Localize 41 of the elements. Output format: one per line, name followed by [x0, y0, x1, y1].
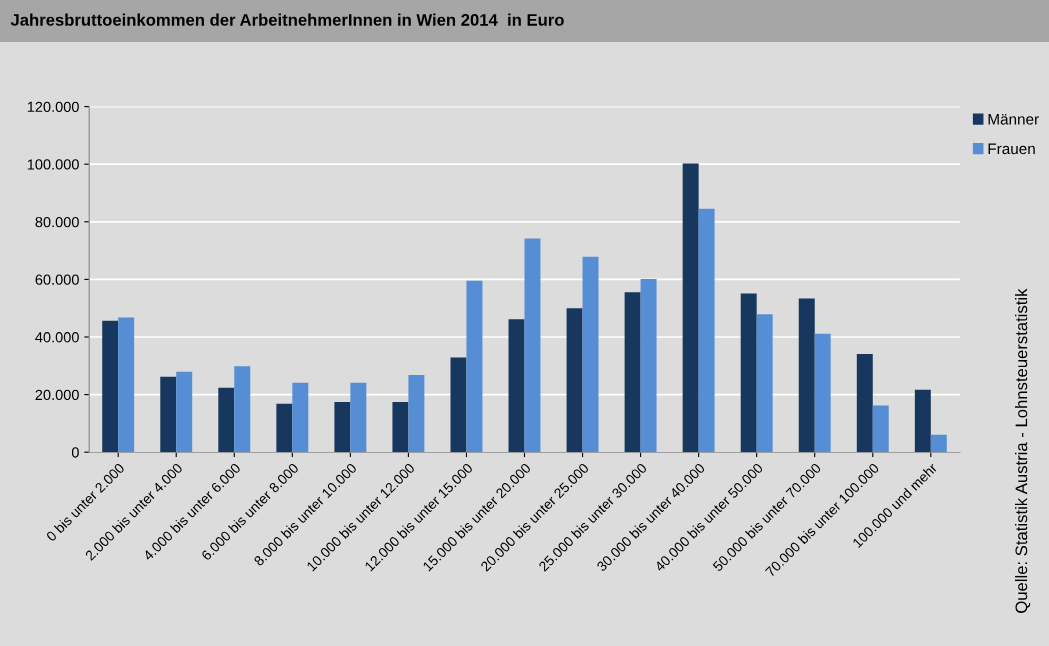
y-tick-label: 40.000: [35, 332, 79, 343]
bar: [698, 208, 715, 453]
y-tick-label: 20.000: [35, 389, 79, 401]
bar: [740, 293, 757, 453]
bar: [118, 317, 135, 453]
bar: [466, 280, 483, 453]
bar: [682, 163, 699, 453]
bar: [914, 389, 931, 453]
bar: [508, 319, 525, 453]
bar: [624, 292, 641, 453]
bar: [392, 402, 409, 453]
bar: [218, 387, 235, 453]
bar: [872, 405, 889, 453]
y-tick-label: 120.000: [27, 101, 79, 113]
bar: [756, 314, 773, 453]
bar: [856, 353, 873, 453]
bar: [176, 371, 193, 453]
y-tick-label: 0: [71, 447, 79, 458]
legend-label: Frauen: [988, 143, 1035, 155]
bar: [234, 366, 251, 453]
bar: [930, 434, 947, 453]
bar: [524, 238, 541, 453]
bar: [102, 320, 119, 453]
bar: [566, 308, 583, 453]
bar: [160, 376, 177, 453]
bar: [582, 256, 599, 453]
bar: [450, 357, 467, 453]
y-tick-label: 60.000: [35, 274, 79, 285]
source-note: Quelle: Statistik Austria - Lohnsteuerstatistik: [1015, 288, 1031, 613]
bar: [814, 333, 831, 453]
y-tick-label: 80.000: [35, 216, 79, 228]
chart-title: Jahresbruttoeinkommen der ArbeitnehmerInnen in Wien 2014 in Euro: [10, 13, 564, 26]
bar: [640, 279, 657, 453]
bar: [350, 382, 367, 453]
bar: [798, 298, 815, 453]
y-tick-label: 100.000: [27, 159, 79, 170]
bar: [408, 375, 425, 453]
bar: [292, 382, 309, 453]
legend-label: Männer: [988, 113, 1039, 125]
bar: [276, 403, 293, 453]
bar: [334, 402, 351, 453]
